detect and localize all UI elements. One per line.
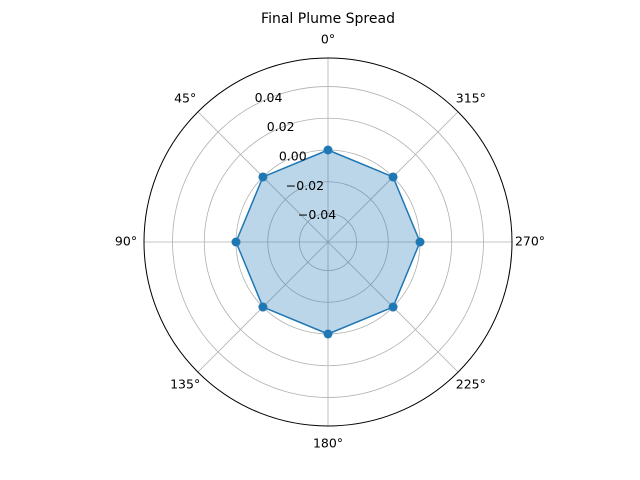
- radial-tick-label-4: 0.04: [255, 90, 283, 105]
- data-point-2: [231, 237, 241, 247]
- data-point-0: [323, 145, 333, 155]
- data-point-3: [258, 302, 268, 312]
- radial-tick-label-0: −0.04: [298, 207, 336, 222]
- angle-tick-label-6: 270°: [515, 234, 545, 249]
- angle-tick-label-7: 315°: [456, 91, 486, 106]
- angle-tick-label-1: 45°: [174, 91, 196, 106]
- radial-tick-label-3: 0.02: [267, 119, 295, 134]
- data-point-7: [388, 172, 398, 182]
- angle-tick-label-3: 135°: [170, 376, 200, 391]
- data-point-1: [258, 172, 268, 182]
- data-point-4: [323, 329, 333, 339]
- data-point-5: [388, 302, 398, 312]
- radial-tick-label-1: −0.02: [286, 178, 324, 193]
- angle-tick-label-2: 90°: [115, 234, 137, 249]
- angle-tick-label-5: 225°: [456, 376, 486, 391]
- series-fill: [236, 150, 420, 334]
- series-layer: [231, 145, 425, 339]
- angle-tick-label-0: 0°: [321, 32, 335, 47]
- data-point-6: [415, 237, 425, 247]
- label-layer: 0° 45° 90° 135° 180° 225° 270° 315° −0.04 −0.02 0.…: [115, 32, 545, 451]
- chart-title: Final Plume Spread: [261, 11, 395, 27]
- angle-tick-label-4: 180°: [313, 436, 343, 451]
- radial-tick-label-2: 0.00: [279, 149, 307, 164]
- polar-spine: [143, 57, 513, 427]
